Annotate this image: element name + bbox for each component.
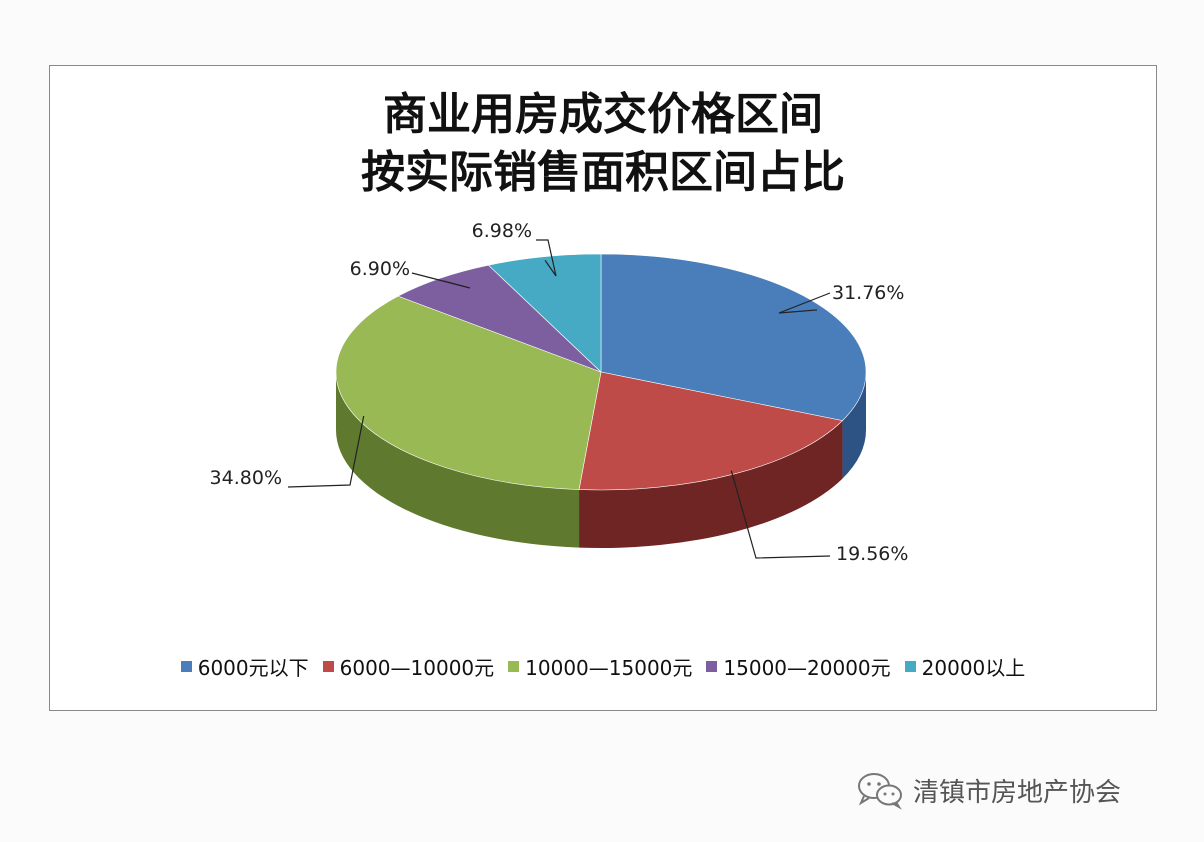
legend-item-3: 15000—20000元 <box>706 652 891 681</box>
legend-label-2: 10000—15000元 <box>525 656 693 680</box>
pie-side-0 <box>842 372 866 479</box>
pie-top <box>335 253 867 491</box>
pie-slice-3 <box>397 264 602 373</box>
pie-chart: 31.76% 19.56% 34.80% 6.90% 6.98% <box>210 220 909 565</box>
legend-label-3: 15000—20000元 <box>723 656 891 680</box>
leader-line-3 <box>411 272 471 289</box>
legend-label-1: 6000—10000元 <box>339 656 495 680</box>
pie-slice-1 <box>578 371 844 491</box>
data-label-4: 6.98% <box>472 220 532 242</box>
legend-item-0: 6000元以下 <box>180 652 309 681</box>
pie-side-1 <box>579 420 843 548</box>
legend-item-2: 10000—15000元 <box>508 652 692 681</box>
chart-title: 商业用房成交价格区间 按实际销售面积区间占比 <box>50 86 1156 202</box>
data-label-3: 6.90% <box>350 258 410 280</box>
leader-line-2 <box>287 415 365 488</box>
watermark: 清镇市房地产协会 <box>855 770 1121 810</box>
pie-slice-2 <box>335 295 602 490</box>
pie-side-2 <box>336 372 580 548</box>
legend-item-4: 20000以上 <box>904 652 1026 681</box>
legend-item-1: 6000—10000元 <box>322 652 495 681</box>
leader-line-0 <box>778 292 831 314</box>
legend-label-0: 6000元以下 <box>197 656 309 680</box>
watermark-text: 清镇市房地产协会 <box>913 777 1122 808</box>
leader-line-1 <box>730 470 831 559</box>
pie-slice-0 <box>600 253 867 421</box>
legend-swatch-3 <box>706 661 718 672</box>
data-label-2: 34.80% <box>210 467 282 489</box>
legend-label-4: 20000以上 <box>921 656 1026 680</box>
wechat-icon <box>858 773 902 810</box>
leader-line-4 <box>536 239 557 277</box>
data-label-0: 31.76% <box>832 282 904 304</box>
legend-swatch-1 <box>322 661 334 672</box>
data-labels: 31.76% 19.56% 34.80% 6.90% 6.98% <box>210 220 909 565</box>
chart-title-line-2: 按实际销售面积区间占比 <box>361 147 845 198</box>
legend: 6000元以下 6000—10000元 10000—15000元 15000—2000… <box>50 652 1156 681</box>
legend-swatch-4 <box>904 661 916 672</box>
data-label-1: 19.56% <box>836 543 908 565</box>
pie-slice-4 <box>487 253 602 373</box>
legend-swatch-2 <box>508 661 520 672</box>
chart-title-line-1: 商业用房成交价格区间 <box>383 89 823 140</box>
pie-sides <box>336 372 866 548</box>
chart-frame: 商业用房成交价格区间 按实际销售面积区间占比 31.76% 19.56% 34.80… <box>49 65 1157 711</box>
legend-swatch-0 <box>180 661 192 672</box>
